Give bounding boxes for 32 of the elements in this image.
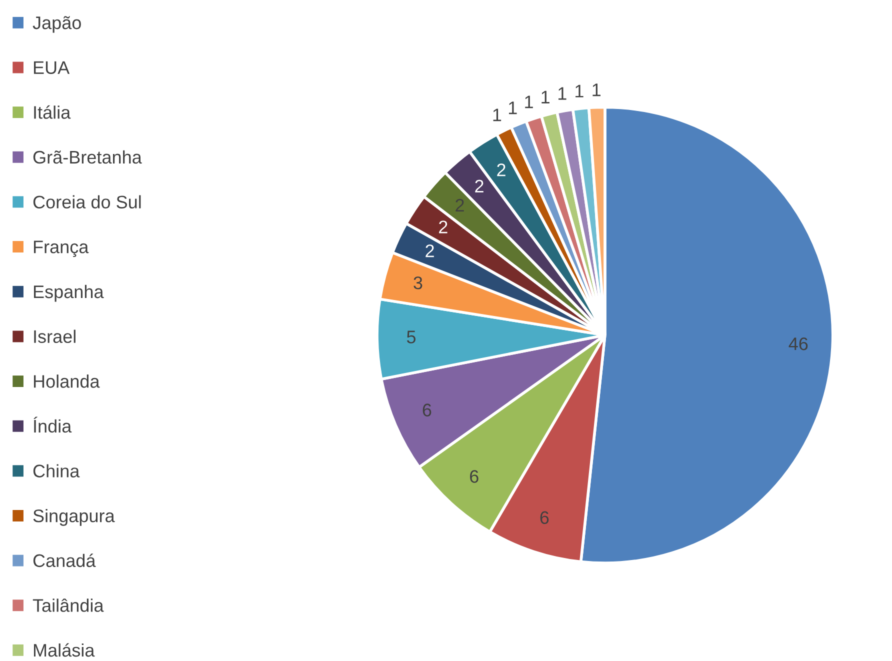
legend-label: Holanda (34, 374, 100, 388)
data-label: 2 (426, 244, 434, 258)
legend-label: Canadá (33, 554, 96, 568)
data-label: 1 (542, 90, 550, 104)
legend-label: Israel (34, 330, 76, 344)
data-label: 2 (439, 220, 448, 234)
data-label: 1 (558, 87, 566, 100)
legend-label: Malásia (34, 643, 95, 657)
data-label: 3 (414, 276, 422, 290)
legend-label: EUA (34, 61, 70, 74)
legend-label: China (33, 464, 80, 478)
legend-label: França (34, 240, 89, 257)
legend-label: Índia (34, 416, 72, 433)
data-label: 1 (592, 84, 600, 96)
legend-label: Tailândia (32, 598, 104, 612)
legend-label: Espanha (34, 284, 104, 302)
data-label: 6 (470, 470, 478, 483)
legend-label: Grã-Bretanha (33, 150, 142, 164)
data-label: 6 (540, 511, 549, 524)
data-label: 1 (508, 102, 517, 114)
legend-label: Singapura (33, 509, 115, 526)
data-label: 1 (525, 96, 533, 108)
data-label: 1 (493, 108, 502, 122)
data-label: 2 (497, 164, 506, 176)
data-label: 1 (576, 84, 584, 98)
data-label: 2 (475, 180, 484, 192)
data-label: 5 (406, 330, 416, 344)
legend-label: Itália (34, 105, 71, 119)
data-label: 46 (788, 337, 808, 350)
legend-label: Coreia do Sul (33, 195, 141, 208)
legend-label: Japão (32, 16, 81, 33)
data-label: 6 (422, 404, 432, 416)
